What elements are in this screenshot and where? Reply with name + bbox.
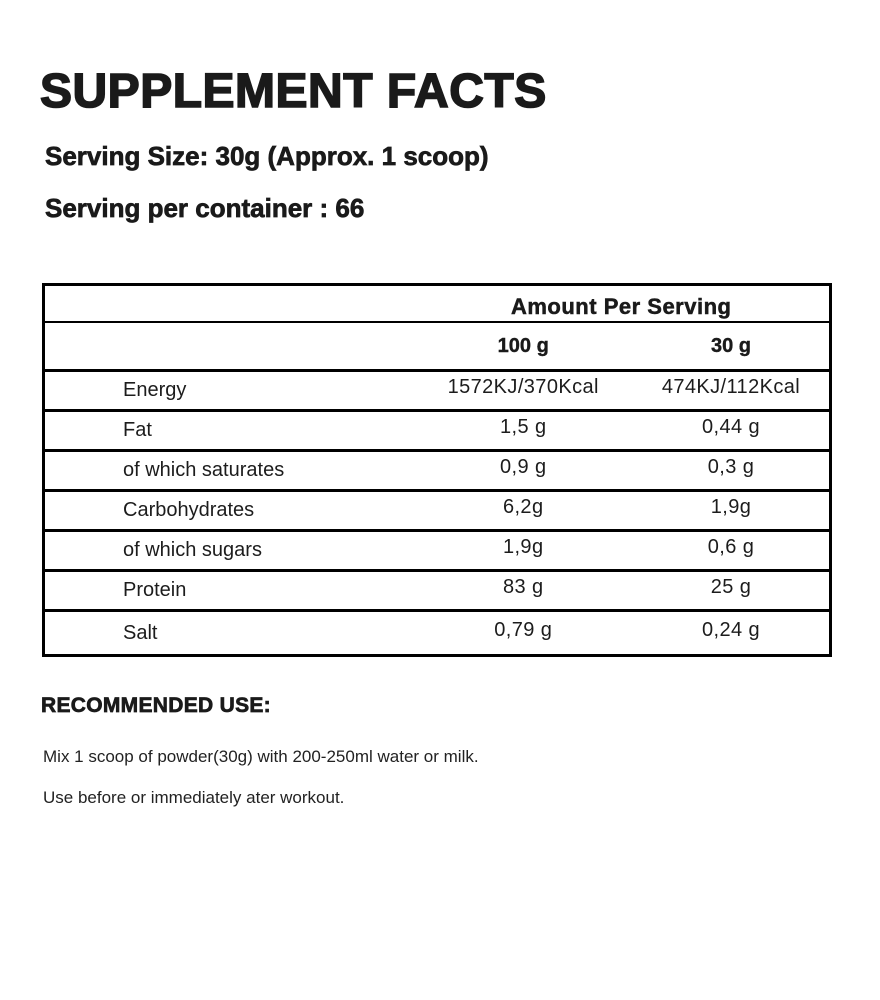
table-row: Salt 0,79 g 0,24 g (45, 612, 829, 654)
per-30g-value: 0,6 g (707, 536, 755, 558)
per-100g-value: 6,2g (502, 496, 544, 518)
table-row: of which sugars 1,9g 0,6 g (45, 532, 829, 572)
recommended-use-heading: RECOMMENDED USE: (41, 694, 271, 718)
per-100g-value: 83 g (502, 576, 544, 598)
servings-per-container-text: Serving per container : 66 (45, 193, 365, 224)
per-100g-value: 0,9 g (499, 456, 547, 478)
column-header-100g: 100 g (497, 334, 549, 357)
per-100g-value: 1,9g (502, 536, 544, 558)
table-header-row: Amount Per Serving (45, 286, 829, 323)
nutrient-label: Energy (123, 379, 187, 401)
nutrient-label: Protein (123, 579, 187, 601)
nutrient-label: of which sugars (123, 539, 262, 561)
per-30g-value: 0,24 g (701, 618, 760, 641)
column-header-row: 100 g 30 g (45, 323, 829, 372)
per-30g-value: 0,3 g (707, 456, 755, 478)
per-100g-value: 1,5 g (499, 416, 547, 438)
table-row: of which saturates 0,9 g 0,3 g (45, 452, 829, 492)
supplement-facts-table: Amount Per Serving 100 g 30 g Energy 157… (42, 283, 832, 657)
nutrient-label: Salt (123, 621, 158, 644)
nutrient-label: Carbohydrates (123, 499, 255, 521)
table-row: Protein 83 g 25 g (45, 572, 829, 612)
column-header-30g: 30 g (710, 334, 751, 357)
table-body: Energy 1572KJ/370Kcal 474KJ/112Kcal Fat … (45, 372, 829, 654)
table-row: Carbohydrates 6,2g 1,9g (45, 492, 829, 532)
nutrient-label: Fat (123, 419, 152, 441)
per-30g-value: 25 g (710, 576, 752, 598)
recommended-use-line-2: Use before or immediately ater workout. (43, 788, 345, 807)
recommended-use-line-1: Mix 1 scoop of powder(30g) with 200-250m… (43, 747, 479, 766)
per-30g-value: 1,9g (710, 496, 752, 518)
per-30g-value: 474KJ/112Kcal (661, 376, 801, 398)
table-row: Fat 1,5 g 0,44 g (45, 412, 829, 452)
serving-size-text: Serving Size: 30g (Approx. 1 scoop) (45, 141, 489, 172)
per-100g-value: 1572KJ/370Kcal (447, 376, 599, 398)
page-title: SUPPLEMENT FACTS (39, 65, 547, 118)
table-row: Energy 1572KJ/370Kcal 474KJ/112Kcal (45, 372, 829, 412)
nutrient-label: of which saturates (123, 459, 285, 481)
amount-per-serving-header: Amount Per Serving (510, 294, 732, 320)
per-100g-value: 0,79 g (494, 618, 553, 641)
per-30g-value: 0,44 g (701, 416, 760, 438)
